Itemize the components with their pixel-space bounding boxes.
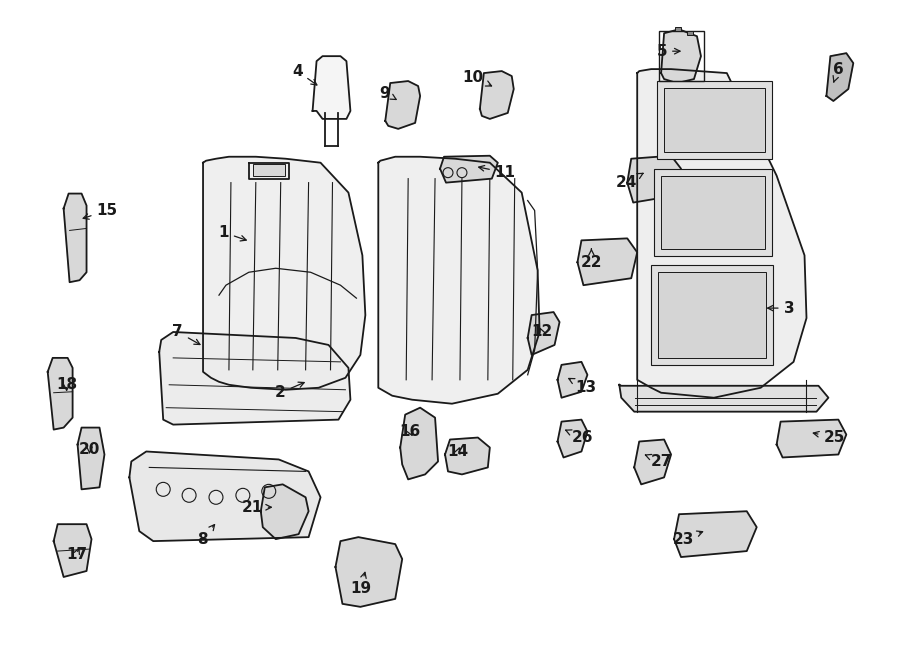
Polygon shape [312,56,350,119]
Polygon shape [385,81,420,129]
Text: 10: 10 [463,70,491,86]
Text: 8: 8 [197,524,214,547]
Text: 1: 1 [219,225,247,241]
Text: 3: 3 [768,301,794,316]
Bar [664,88,765,152]
Text: 26: 26 [565,430,593,445]
Bar [652,265,772,365]
Polygon shape [203,157,365,390]
Polygon shape [336,537,402,607]
Polygon shape [634,440,671,485]
Text: 2: 2 [274,382,304,401]
Bar [654,169,771,256]
Text: 24: 24 [616,173,644,190]
Text: 14: 14 [447,444,469,459]
Text: 21: 21 [241,500,271,515]
Polygon shape [48,358,73,430]
Text: 18: 18 [56,377,77,393]
Text: 16: 16 [400,424,421,439]
Polygon shape [400,408,438,479]
Polygon shape [54,524,92,577]
Text: 13: 13 [569,379,597,395]
Text: 25: 25 [814,430,845,445]
Text: 4: 4 [292,64,317,85]
Polygon shape [557,420,588,457]
Text: 17: 17 [66,547,87,561]
Text: 7: 7 [173,324,200,344]
Polygon shape [637,69,806,398]
Text: 15: 15 [83,203,118,219]
Polygon shape [675,27,681,31]
Polygon shape [627,156,681,203]
Text: 20: 20 [79,442,100,457]
Polygon shape [687,31,693,35]
Bar [657,81,771,159]
Bar [662,175,765,250]
Polygon shape [440,156,498,183]
Polygon shape [826,53,853,101]
Text: 27: 27 [645,454,672,469]
Polygon shape [77,428,104,489]
Polygon shape [261,485,309,539]
Polygon shape [445,438,490,475]
Polygon shape [64,193,86,282]
Polygon shape [527,312,560,355]
Text: 5: 5 [656,44,680,59]
Polygon shape [480,71,514,119]
Bar [659,31,704,81]
Text: 23: 23 [672,531,703,547]
Polygon shape [557,362,588,398]
Polygon shape [159,332,350,424]
Polygon shape [130,451,320,541]
Bar [658,272,766,358]
Polygon shape [674,511,757,557]
Polygon shape [578,238,637,285]
Polygon shape [378,157,540,404]
Text: 19: 19 [350,573,371,596]
Bar [253,164,284,175]
Text: 22: 22 [580,249,602,270]
Text: 12: 12 [531,324,553,340]
Text: 6: 6 [833,62,843,82]
Polygon shape [777,420,846,457]
Polygon shape [662,29,701,83]
Text: 9: 9 [380,85,396,101]
Text: 11: 11 [479,165,516,180]
Polygon shape [619,385,828,412]
